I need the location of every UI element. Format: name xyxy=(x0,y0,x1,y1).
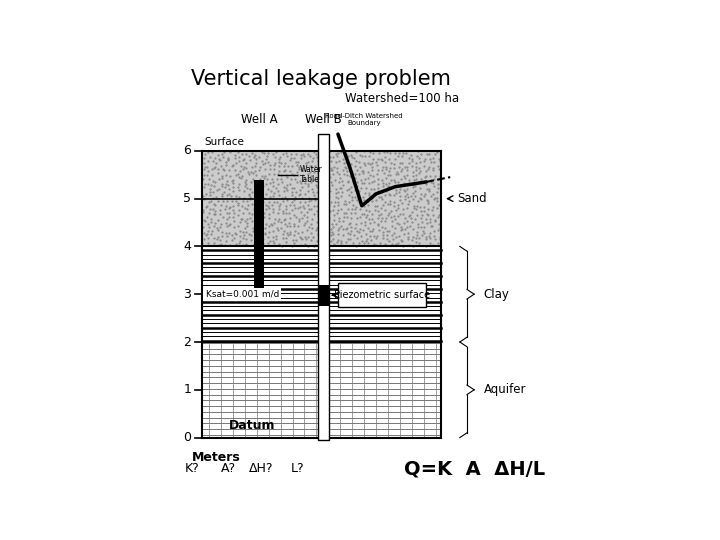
Bar xyxy=(318,285,329,306)
Text: 3: 3 xyxy=(184,288,192,301)
Text: 6: 6 xyxy=(184,144,192,157)
Text: Water
Table: Water Table xyxy=(300,165,323,185)
Text: Datum: Datum xyxy=(229,419,275,432)
Text: Road-Ditch Watershed
Boundary: Road-Ditch Watershed Boundary xyxy=(325,113,403,126)
Bar xyxy=(318,134,329,440)
Bar xyxy=(338,283,426,307)
Text: 4: 4 xyxy=(184,240,192,253)
Text: Sand: Sand xyxy=(457,192,487,205)
Text: 5: 5 xyxy=(183,192,192,205)
Text: Ksat=0.001 m/d: Ksat=0.001 m/d xyxy=(205,289,279,299)
Text: 0: 0 xyxy=(183,431,192,444)
Bar xyxy=(254,179,264,294)
Text: L?: L? xyxy=(290,462,304,475)
Text: ΔH?: ΔH? xyxy=(249,462,274,475)
Bar xyxy=(202,151,441,246)
Bar xyxy=(202,246,441,342)
Text: 1: 1 xyxy=(184,383,192,396)
Text: Surface: Surface xyxy=(204,137,244,147)
Text: Meters: Meters xyxy=(192,451,241,464)
Text: A?: A? xyxy=(220,462,235,475)
Text: Watershed=100 ha: Watershed=100 ha xyxy=(346,92,459,105)
Text: Well B: Well B xyxy=(305,113,342,126)
Text: Well A: Well A xyxy=(240,113,277,126)
Text: K?: K? xyxy=(185,462,199,475)
Text: Clay: Clay xyxy=(484,288,510,301)
Text: Q=K  A  ΔH/L: Q=K A ΔH/L xyxy=(404,459,545,478)
Text: Piezometric surface: Piezometric surface xyxy=(334,290,431,300)
Text: Vertical leakage problem: Vertical leakage problem xyxy=(192,69,451,89)
Text: Aquifer: Aquifer xyxy=(484,383,526,396)
Bar xyxy=(202,342,441,437)
Text: 2: 2 xyxy=(184,335,192,348)
